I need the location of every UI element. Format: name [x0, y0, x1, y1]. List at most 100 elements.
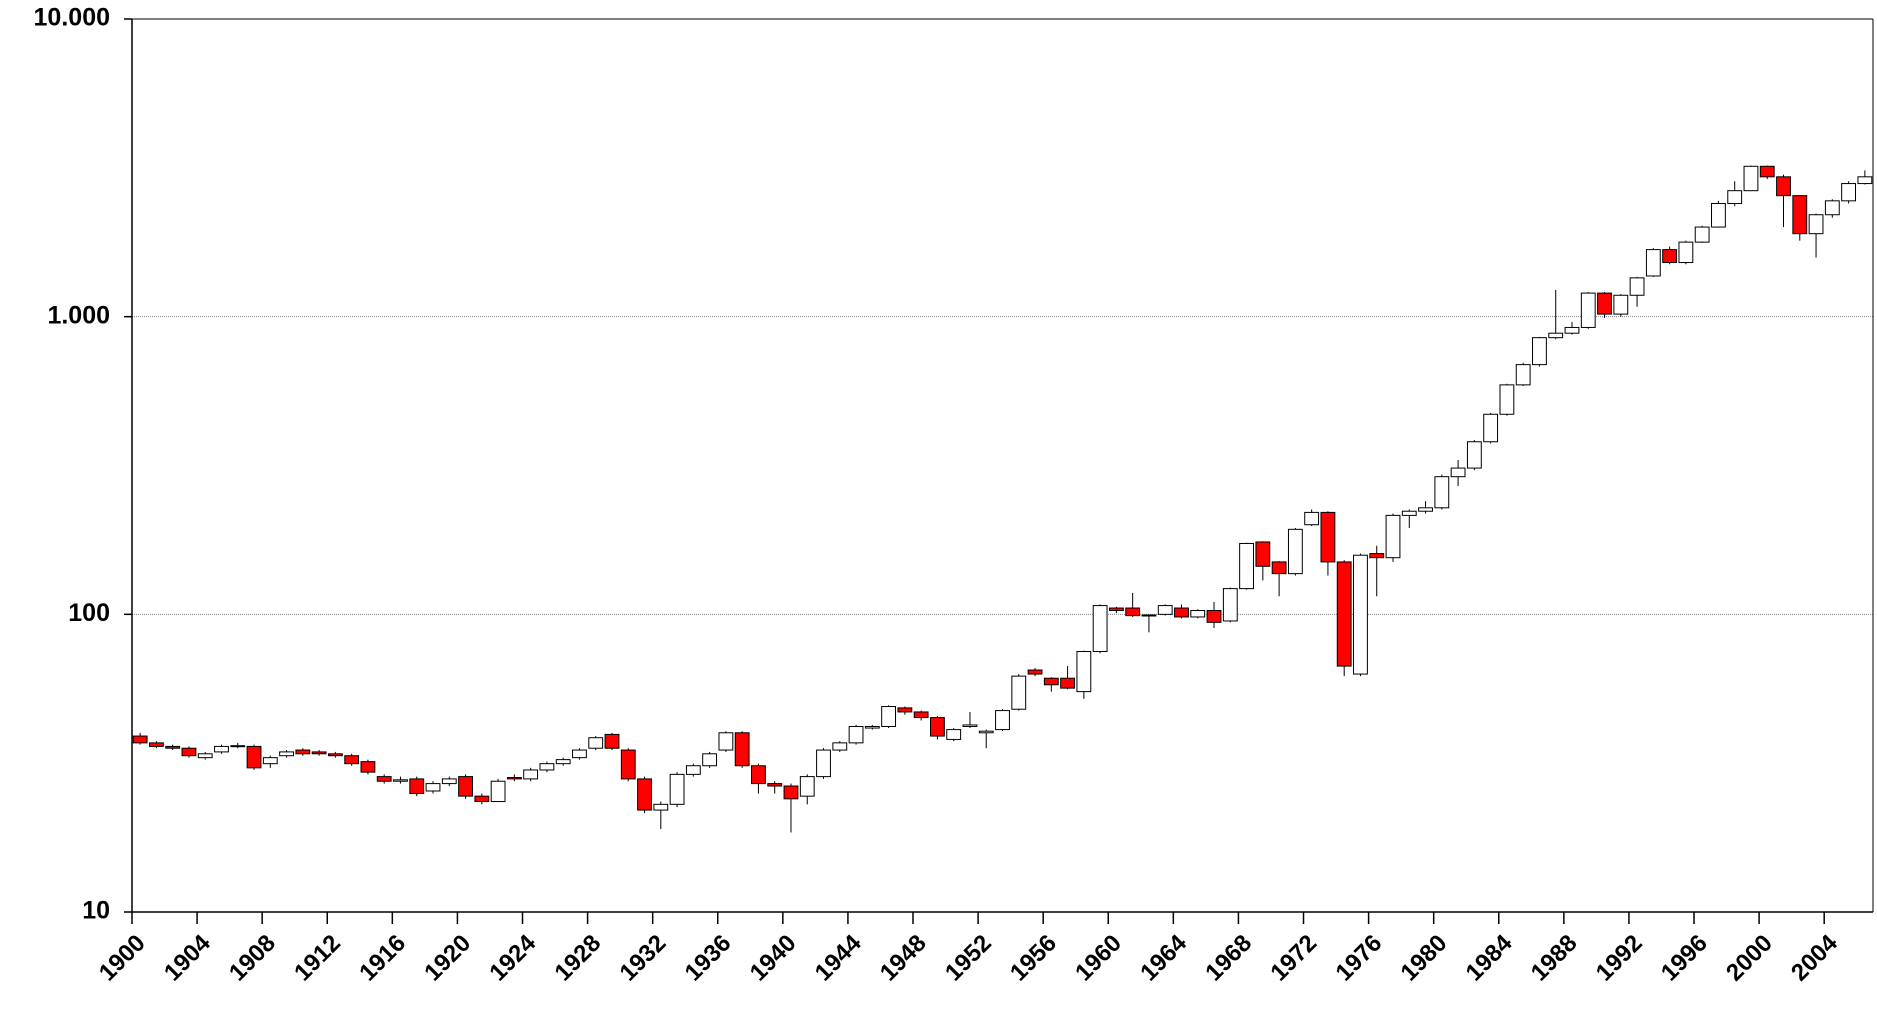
x-tick-label: 1996: [1656, 930, 1713, 987]
candle-body: [425, 783, 441, 792]
candle-body: [1401, 510, 1417, 516]
candle-body: [1174, 607, 1189, 618]
candle-body: [197, 753, 213, 759]
candle-body: [751, 765, 766, 785]
candle-body: [1141, 614, 1157, 617]
candle-body: [1841, 183, 1857, 202]
x-tick-label: 1960: [1070, 930, 1127, 987]
x-tick-label: 1948: [875, 930, 932, 987]
candle-body: [1824, 200, 1840, 216]
candle-body: [864, 725, 880, 729]
candle-body: [1597, 292, 1612, 315]
y-tick-label: 10: [82, 897, 110, 925]
x-tick-label: 1900: [94, 930, 151, 987]
candle-body: [1613, 294, 1629, 315]
candle-body: [1222, 588, 1238, 622]
candle-body: [1125, 607, 1141, 617]
candle-body: [376, 776, 392, 782]
candle-body: [132, 735, 148, 744]
candle-body: [799, 776, 815, 797]
candle-body: [1304, 511, 1320, 526]
candle-body: [262, 757, 278, 765]
candle-body: [458, 776, 473, 797]
candle-body: [1483, 413, 1499, 443]
candle-body: [1060, 677, 1075, 689]
candle-body: [1694, 226, 1710, 243]
candle-body: [1190, 610, 1206, 618]
candle-body: [832, 742, 848, 751]
candle-body: [685, 765, 701, 775]
candle-body: [1369, 553, 1385, 559]
candle-body: [1629, 277, 1645, 296]
candle-body: [360, 761, 376, 773]
candle-body: [1450, 467, 1466, 478]
candle-body: [881, 706, 897, 727]
candle-body: [1743, 165, 1759, 192]
x-tick-label: 1992: [1591, 930, 1648, 987]
x-tick-label: 1944: [810, 929, 867, 986]
candle-body: [962, 724, 978, 727]
candle-body: [230, 745, 246, 748]
candle-body: [669, 773, 685, 805]
candle-body: [572, 749, 587, 759]
candle-body: [1580, 292, 1596, 328]
candle-body: [441, 778, 457, 785]
candle-body: [311, 751, 327, 755]
candle-body: [783, 785, 799, 800]
x-tick-label: 1956: [1005, 930, 1062, 987]
candle-body: [604, 733, 620, 749]
candle-body: [148, 742, 164, 747]
candle-body: [1678, 241, 1694, 264]
x-tick-label: 1984: [1461, 929, 1518, 986]
x-tick-label: 1912: [289, 930, 346, 987]
candle-body: [930, 717, 945, 737]
candle-body: [523, 769, 539, 780]
candle-body: [995, 710, 1010, 731]
x-tick-label: 1932: [615, 930, 672, 987]
candle-body: [1027, 669, 1043, 675]
candle-body: [978, 730, 994, 734]
candle-body: [702, 753, 718, 767]
x-tick-label: 1920: [419, 930, 476, 987]
candle-body: [539, 763, 555, 771]
x-tick-label: 1940: [745, 930, 802, 987]
x-tick-label: 1904: [159, 929, 216, 986]
candle-body: [1776, 176, 1791, 197]
candle-body: [816, 749, 831, 778]
candle-body: [913, 711, 929, 719]
candle-body: [1434, 476, 1450, 509]
candle-body: [620, 749, 636, 780]
x-tick-label: 1972: [1265, 930, 1322, 987]
candle-body: [767, 783, 783, 787]
x-tick-label: 1916: [354, 930, 411, 987]
candle-body: [946, 729, 962, 740]
candle-body: [1157, 605, 1173, 615]
candle-body: [555, 759, 571, 765]
candle-body: [1206, 610, 1222, 623]
candle-body: [1548, 332, 1564, 339]
candle-body: [637, 778, 652, 811]
x-tick-label: 1936: [680, 930, 737, 987]
candle-body: [1499, 384, 1515, 415]
candle-body: [1385, 514, 1401, 559]
y-tick-label: 100: [68, 599, 110, 627]
candle-body: [1466, 441, 1482, 469]
candle-body: [1108, 607, 1124, 612]
candle-body: [1857, 176, 1873, 185]
candle-body: [1287, 528, 1303, 575]
candle-body: [653, 803, 669, 811]
candle-body: [718, 732, 734, 751]
candle-body: [1808, 214, 1824, 235]
candle-body: [1271, 561, 1287, 575]
candle-body: [1662, 249, 1678, 264]
x-tick-label: 1952: [940, 930, 997, 987]
candle-body: [1336, 561, 1352, 667]
candle-body: [1532, 337, 1547, 366]
candle-body: [181, 747, 197, 757]
candle-body: [1011, 675, 1027, 710]
candle-body: [734, 732, 750, 767]
candle-body: [327, 753, 343, 757]
candle-body: [897, 707, 913, 713]
candle-body: [344, 755, 360, 765]
